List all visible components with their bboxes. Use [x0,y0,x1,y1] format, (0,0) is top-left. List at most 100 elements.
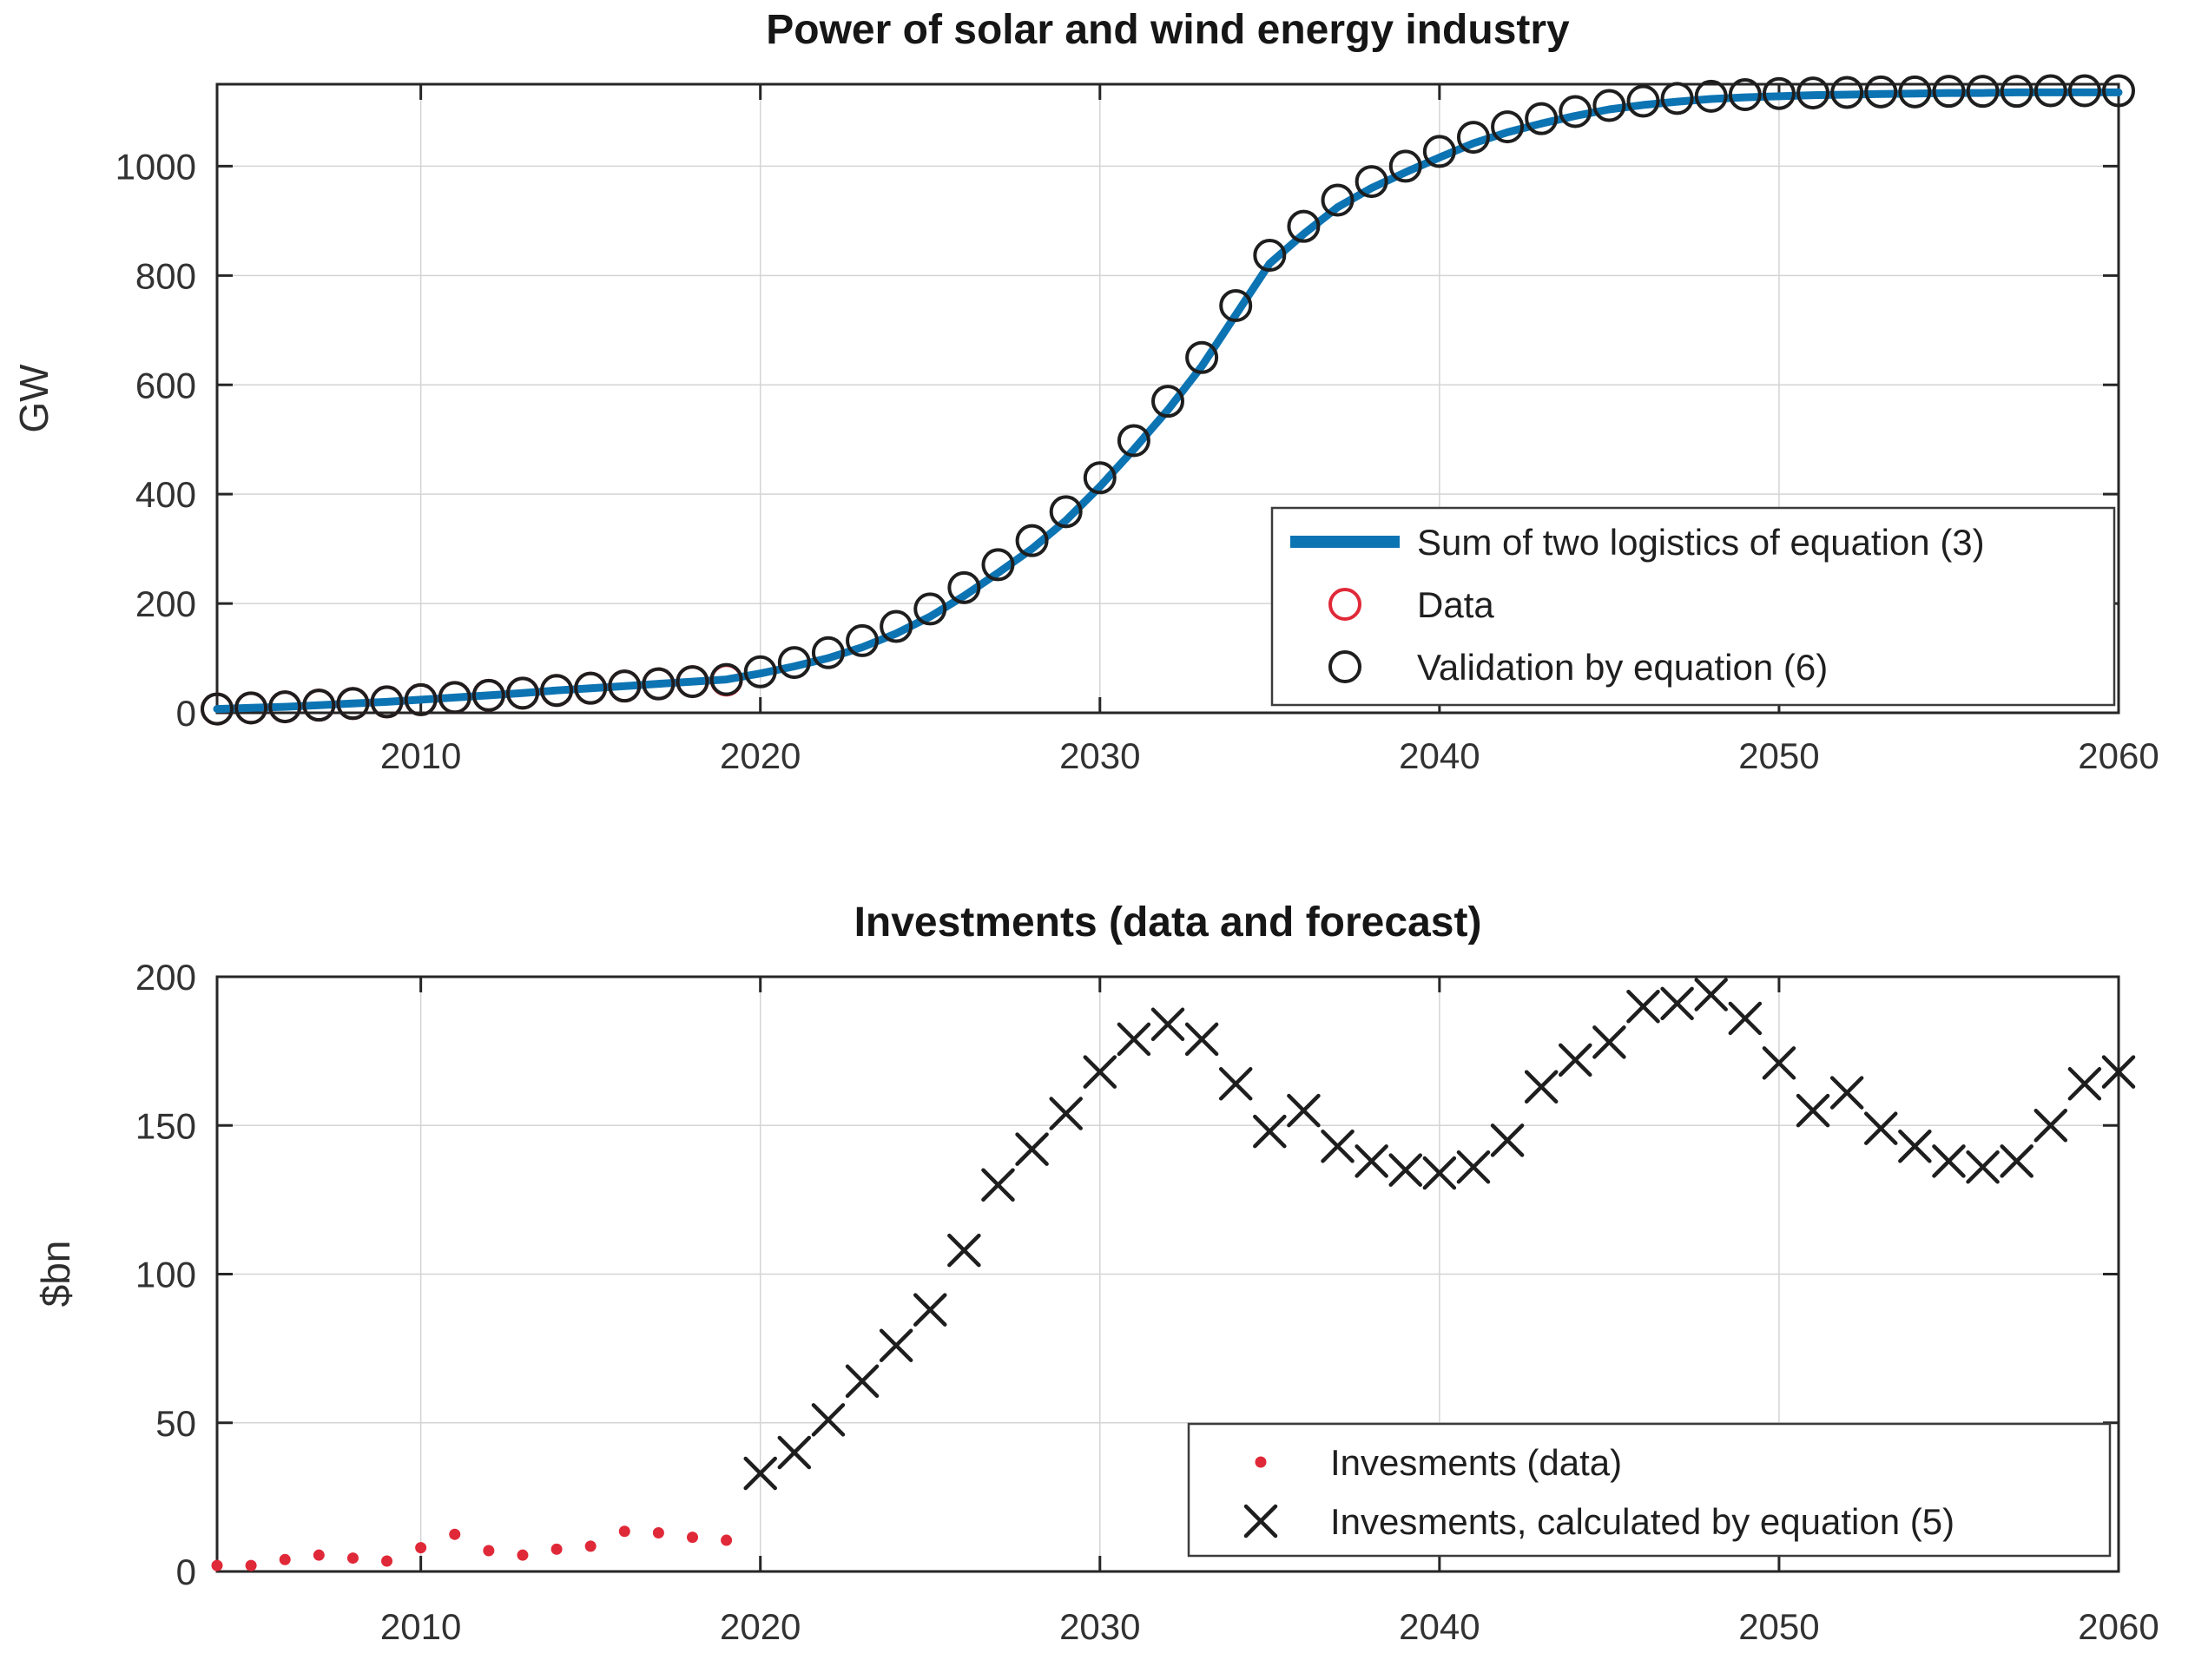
x-marker [1694,978,1728,1011]
circle-marker [743,655,777,688]
y-tick-label: 200 [135,583,196,624]
circle-marker [1762,76,1796,110]
investments-chart: 2010 2020 2030 2040 2050 2060 0 50 100 150 200 Inve… [135,957,2159,1647]
x-marker [1218,1067,1253,1101]
dot-marker [245,1559,257,1571]
circle-marker [2000,75,2034,109]
series-1 [743,978,2136,1491]
legend-box [1270,506,2116,707]
circle-marker [1491,110,1525,144]
dot-marker [313,1549,325,1561]
x-marker [913,1293,947,1327]
circle-marker [1728,77,1762,111]
circle-marker [1660,82,1694,115]
x-marker [1796,1093,1830,1128]
x-marker [1015,1132,1049,1166]
x-marker [1422,1156,1457,1190]
top-chart-title: Power of solar and wind energy industry [766,7,1570,53]
dot-marker [618,1525,630,1538]
x-marker [1626,990,1660,1024]
circle-marker [1932,75,1966,109]
dot-marker [415,1542,427,1554]
x-tick-label: 2050 [1738,1606,1819,1647]
series-0 [213,88,2123,714]
x-marker [1762,1046,1796,1080]
dot-marker [483,1545,495,1557]
x-marker [1117,1022,1151,1057]
circle-marker [438,681,471,715]
legend-box [1187,1422,2112,1558]
x-marker [1898,1129,1932,1163]
series-0 [211,1525,733,1571]
legend-x-marker [1243,1504,1278,1538]
y-tick-label: 0 [176,693,196,734]
x-marker [1660,986,1694,1021]
x-marker [2000,1144,2034,1178]
circle-marker [1185,340,1219,374]
circle-marker [1117,424,1150,458]
dot-marker [721,1534,733,1546]
x-marker [879,1328,913,1362]
circle-marker [676,665,709,699]
legend-label: Sum of two logistics of equation (3) [1417,522,1985,563]
x-marker [2067,1067,2102,1101]
circle-marker [1898,75,1932,109]
x-marker [1829,1076,1864,1110]
x-marker [981,1168,1015,1202]
x-marker [1592,1025,1626,1059]
circle-marker [1864,75,1898,109]
y-tick-label: 400 [135,474,196,515]
circle-marker [471,678,505,712]
x-tick-label: 2060 [2078,1606,2159,1647]
circle-marker [1049,495,1083,529]
legend-circle-marker [1328,588,1361,621]
x-marker [1321,1129,1355,1163]
x-marker [1490,1123,1525,1157]
circle-marker [1253,239,1287,273]
circle-marker [1355,165,1388,199]
x-marker [1049,1097,1083,1130]
circle-marker [1694,79,1728,113]
x-marker [1559,1043,1592,1077]
circle-marker [846,623,880,657]
circle-marker [302,688,336,722]
circle-marker [608,669,642,703]
y-tick-label: 0 [176,1552,196,1592]
x-marker [1150,1007,1185,1042]
legend-label: Validation by equation (6) [1417,647,1828,688]
x-marker [2101,1055,2136,1089]
circle-marker [981,548,1015,582]
x-tick-label: 2010 [380,735,461,776]
circle-marker [2067,74,2101,108]
y-tick-label: 200 [135,957,196,998]
axis-ticks: 2010 2020 2030 2040 2050 2060 0 50 100 150 200 [135,957,2159,1647]
circle-marker [880,609,913,643]
x-marker [1287,1093,1321,1128]
circle-marker [1219,288,1253,322]
circle-marker [1559,95,1592,128]
y-tick-label: 100 [135,1255,196,1295]
x-tick-label: 2040 [1399,1606,1480,1647]
x-tick-label: 2060 [2078,735,2159,776]
x-marker [1253,1114,1287,1149]
circle-marker [2034,74,2067,108]
x-marker [1456,1150,1491,1184]
circle-marker [642,667,676,701]
circle-marker [234,691,268,725]
dot-marker [652,1526,664,1538]
x-marker [1355,1144,1388,1178]
bottom-chart-title: Investments (data and forecast) [854,899,1482,945]
x-marker [1388,1153,1422,1187]
circle-marker [268,690,302,724]
circle-marker [1830,76,1864,109]
x-marker [845,1364,880,1399]
x-marker [777,1435,812,1470]
axis-ticks: 2010 2020 2030 2040 2050 2060 0 200 400 600 800 100… [115,84,2159,776]
legend-circle-marker [1328,650,1361,683]
legend-label: Data [1417,584,1494,625]
circle-marker [1321,183,1355,217]
x-tick-label: 2030 [1059,1606,1140,1647]
circle-marker [574,671,608,705]
x-marker [1728,1001,1763,1036]
